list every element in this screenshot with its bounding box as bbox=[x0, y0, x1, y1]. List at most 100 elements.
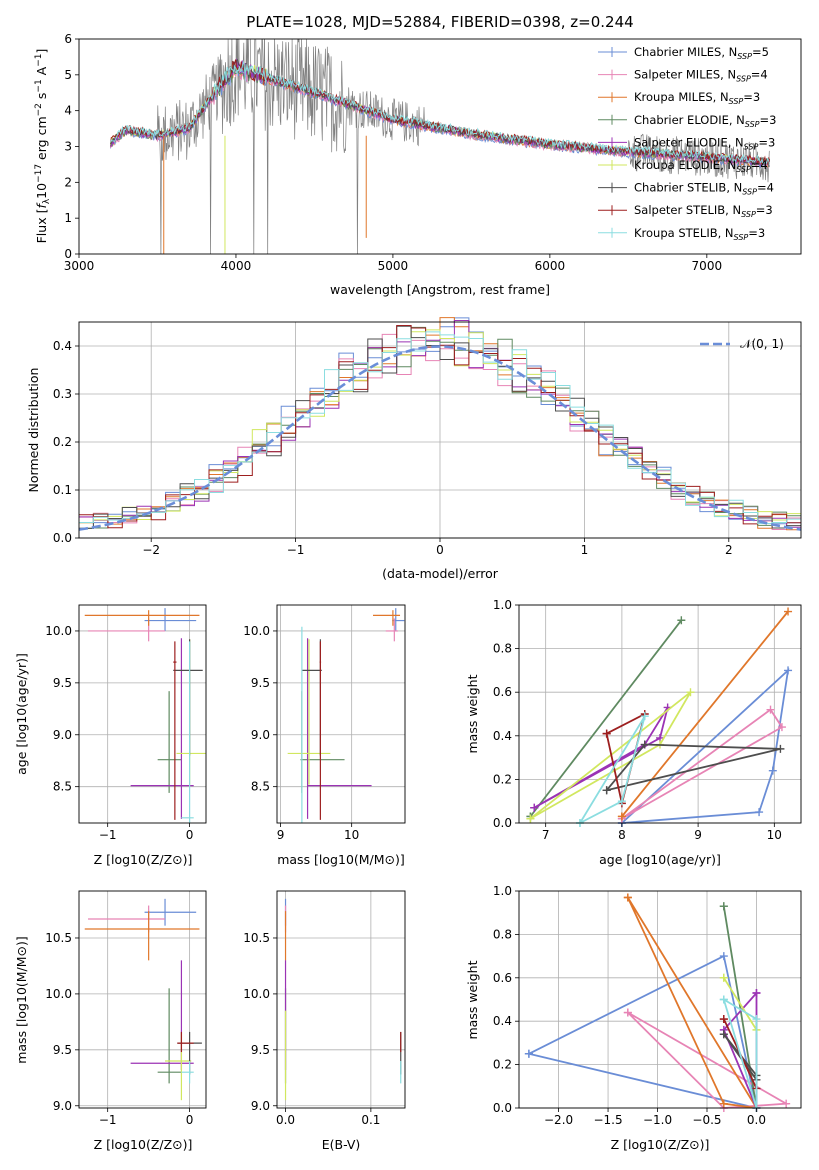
x-tick-label: 4000 bbox=[221, 259, 252, 273]
x-axis-label: (data-model)/error bbox=[382, 566, 499, 581]
y-tick-label: 0.8 bbox=[493, 927, 512, 941]
mass-weight-marker bbox=[640, 740, 649, 749]
y-tick-label: 0.0 bbox=[493, 816, 512, 830]
x-tick-label: 6000 bbox=[535, 259, 566, 273]
x-tick-label: 0.0 bbox=[276, 1113, 295, 1127]
y-tick-label: 10.0 bbox=[243, 987, 270, 1001]
mass-weight-marker bbox=[752, 1015, 761, 1024]
mass-weight-marker bbox=[719, 902, 728, 911]
ylabel-sup: −1 bbox=[34, 53, 44, 66]
legend-count: =3 bbox=[743, 90, 760, 104]
legend-label: Kroupa STELIB, N bbox=[634, 226, 734, 240]
y-tick-label: 0.2 bbox=[493, 1058, 512, 1072]
x-axis-label: wavelength [Angstrom, rest frame] bbox=[330, 282, 550, 297]
ylabel-part: ] bbox=[34, 49, 49, 54]
y-tick-label: 0.8 bbox=[493, 642, 512, 656]
legend-label: Kroupa MILES, N bbox=[634, 90, 729, 104]
legend-entry: Chabrier ELODIE, NSSP=3 bbox=[634, 113, 776, 129]
errorbar-group bbox=[287, 608, 405, 823]
x-tick-label: 0.1 bbox=[361, 1113, 380, 1127]
legend-label: 𝒩(0, 1) bbox=[740, 337, 784, 351]
x-axis-label: Z [log10(Z/Z⊙)] bbox=[94, 1137, 193, 1152]
legend-label: Salpeter MILES, N bbox=[634, 68, 736, 82]
mass-weight-line bbox=[528, 954, 758, 1110]
y-tick-label: 0.4 bbox=[53, 339, 72, 353]
mass-weight-marker bbox=[602, 729, 611, 738]
mass-weight-line bbox=[626, 897, 759, 1110]
mass-weight-marker bbox=[677, 616, 686, 625]
legend-entry: Salpeter MILES, NSSP=4 bbox=[634, 68, 768, 84]
legend-sub: SSP bbox=[736, 75, 751, 84]
y-tick-label: 1.0 bbox=[493, 598, 512, 612]
legend-sub: SSP bbox=[734, 233, 749, 242]
legend-sub: SSP bbox=[741, 210, 756, 219]
normal-distribution-curve bbox=[78, 345, 802, 531]
mass-weight-line bbox=[723, 977, 758, 1031]
x-tick-label: −1.0 bbox=[643, 1113, 672, 1127]
mass-weight-marker bbox=[784, 607, 793, 616]
x-tick-label: 0.0 bbox=[747, 1113, 766, 1127]
x-tick-label: 10 bbox=[344, 828, 359, 842]
x-tick-label: −1 bbox=[99, 1113, 117, 1127]
mass-weight-marker bbox=[719, 1030, 728, 1039]
axes-frame bbox=[78, 604, 207, 824]
x-tick-label: −1 bbox=[287, 543, 305, 557]
x-tick-label: 0 bbox=[186, 828, 194, 842]
y-tick-label: 10.0 bbox=[45, 987, 72, 1001]
x-tick-label: −1 bbox=[99, 828, 117, 842]
legend-sub: SSP bbox=[742, 188, 757, 197]
mass-weight-marker bbox=[617, 812, 626, 821]
mass-weight-marker bbox=[719, 1099, 728, 1108]
y-tick-label: 0.0 bbox=[493, 1101, 512, 1115]
x-axis-label: Z [log10(Z/Z⊙)] bbox=[611, 1137, 710, 1152]
legend-count: =3 bbox=[748, 226, 765, 240]
legend-count: =3 bbox=[756, 203, 773, 217]
legend-count: =4 bbox=[757, 181, 774, 195]
legend-count: =3 bbox=[760, 113, 777, 127]
mass-weight-marker bbox=[602, 786, 611, 795]
x-tick-label: 7000 bbox=[692, 259, 723, 273]
legend-entry: Chabrier STELIB, NSSP=4 bbox=[634, 181, 774, 197]
legend-sub: SSP bbox=[729, 97, 744, 106]
x-tick-label: −0.5 bbox=[692, 1113, 721, 1127]
legend-label: Chabrier MILES, N bbox=[634, 45, 737, 59]
legend-entry: Kroupa ELODIE, NSSP=4 bbox=[634, 158, 768, 174]
y-tick-label: 5 bbox=[64, 68, 72, 82]
axes-frame bbox=[518, 890, 802, 1109]
y-tick-label: 1 bbox=[64, 211, 72, 225]
x-tick-label: 0 bbox=[436, 543, 444, 557]
y-tick-label: 10.0 bbox=[243, 624, 270, 638]
y-tick-label: 9.0 bbox=[53, 1099, 72, 1113]
ylabel-part: s bbox=[34, 93, 49, 104]
axes-frame bbox=[518, 604, 802, 824]
errorbar-group bbox=[84, 898, 202, 1101]
mass-weight-marker bbox=[719, 973, 728, 982]
x-axis-label: age [log10(age/yr)] bbox=[599, 852, 721, 867]
x-tick-label: 9 bbox=[277, 828, 285, 842]
y-tick-label: 8.5 bbox=[53, 780, 72, 794]
mass-weight-marker bbox=[784, 666, 793, 675]
y-tick-label: 0.4 bbox=[493, 729, 512, 743]
spectrum-lines bbox=[109, 39, 771, 254]
x-tick-label: 9 bbox=[694, 828, 702, 842]
mass-weight-marker bbox=[623, 1008, 632, 1017]
x-tick-label: 7 bbox=[542, 828, 550, 842]
mass-weight-marker bbox=[719, 1015, 728, 1024]
legend-label: Salpeter STELIB, N bbox=[634, 203, 741, 217]
axes-layer bbox=[75, 38, 802, 1112]
x-tick-label: −1.5 bbox=[593, 1113, 622, 1127]
x-tick-label: 2 bbox=[725, 543, 733, 557]
mass-weight-marker bbox=[530, 803, 539, 812]
ylabel-sup: −2 bbox=[34, 103, 44, 116]
y-axis-label: Normed distribution bbox=[26, 368, 41, 493]
y-axis-label: age [log10(age/yr)] bbox=[14, 653, 29, 775]
legend-count: =5 bbox=[752, 45, 769, 59]
legend-entry: Kroupa MILES, NSSP=3 bbox=[634, 90, 760, 106]
mass-weight-marker bbox=[524, 1049, 533, 1058]
ylabel-sub: λ bbox=[42, 198, 52, 204]
x-axis-label: E(B-V) bbox=[322, 1137, 361, 1152]
y-tick-label: 0.3 bbox=[53, 387, 72, 401]
ylabel-part: Flux [ bbox=[34, 209, 49, 244]
legend-sub: SSP bbox=[744, 142, 759, 151]
axes-frame bbox=[276, 890, 406, 1109]
